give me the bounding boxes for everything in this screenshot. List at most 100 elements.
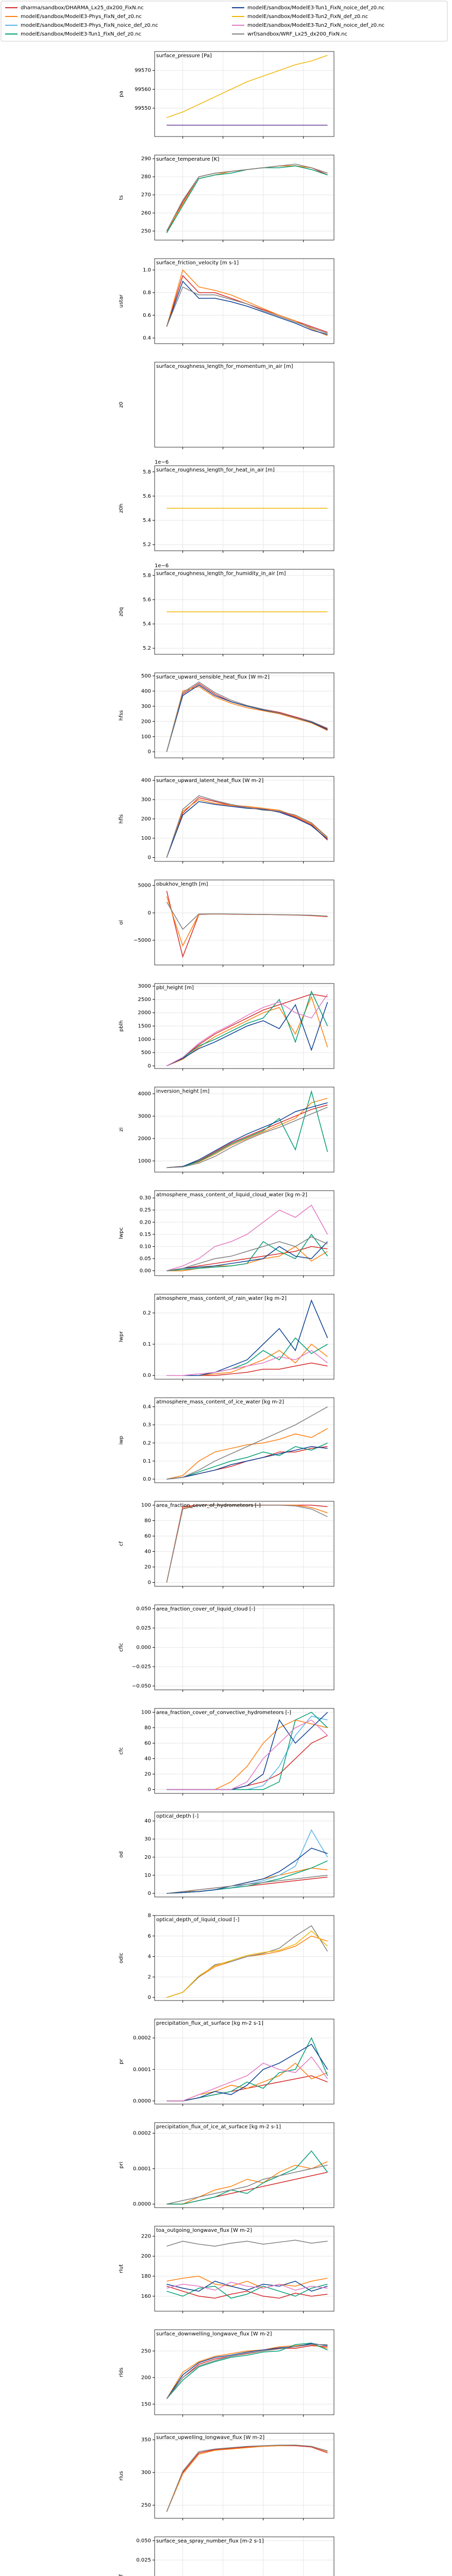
- series-line: [166, 795, 328, 858]
- y-axis-label: lwpc: [119, 1227, 124, 1239]
- panel-title: surface_downwelling_longwave_flux [W m-2…: [156, 2331, 272, 2337]
- panel-title: surface_roughness_length_for_momentum_in…: [156, 364, 293, 369]
- series-line: [166, 286, 328, 334]
- series-line: [166, 1930, 328, 1998]
- y-tick-label: 150: [141, 2401, 151, 2407]
- y-tick-label: 5.2: [143, 646, 151, 651]
- legend-label: modelE/sandbox/ModelE3-Tun2_FixN_noice_d…: [247, 23, 384, 28]
- panel-title: atmosphere_mass_content_of_rain_water [k…: [156, 1296, 287, 1301]
- y-tick-label: 300: [141, 797, 151, 803]
- series-line: [166, 1848, 328, 1894]
- y-tick-label: 20: [144, 1855, 151, 1860]
- series-line: [166, 2445, 328, 2512]
- y-tick-label: 40: [144, 1549, 151, 1555]
- axes-frame: [154, 2329, 334, 2415]
- series-line: [166, 2240, 328, 2247]
- series-line: [166, 1246, 328, 1272]
- y-axis-label: rlds: [119, 2367, 124, 2377]
- y-tick-label: 100: [141, 836, 151, 841]
- legend-label: wrf/sandbox/WRF_Lx25_dx200_FixN.nc: [247, 31, 347, 37]
- axes-frame: [154, 1915, 334, 2001]
- series-line: [166, 2150, 328, 2205]
- axes-frame: [154, 2226, 334, 2312]
- legend-label: modelE/sandbox/ModelE3-Tun2_FixN_def_z0.…: [247, 14, 368, 20]
- panel-title: pbl_height [m]: [156, 985, 194, 991]
- y-tick-label: 1000: [138, 1158, 151, 1164]
- axes-frame: [154, 1397, 334, 1483]
- panel-title: surface_upwelling_longwave_flux [W m-2]: [156, 2435, 264, 2441]
- y-axis-label: ts: [119, 195, 124, 200]
- y-tick-label: 300: [141, 704, 151, 709]
- axes-frame: [154, 1294, 334, 1380]
- y-tick-label: 0.3: [143, 1422, 151, 1428]
- series-line: [166, 1107, 328, 1168]
- legend-label: modelE/sandbox/ModelE3-Tun1_FixN_def_z0.…: [21, 31, 141, 37]
- axes-frame: [154, 51, 334, 137]
- y-axis-label: z0q: [119, 607, 124, 617]
- series-line: [166, 1350, 328, 1376]
- y-tick-label: 0.0: [143, 1373, 151, 1379]
- legend-box: [1, 1, 448, 42]
- series-line: [166, 994, 328, 1066]
- panel-title: obukhov_length [m]: [156, 882, 208, 887]
- y-tick-label: 0.0: [143, 1477, 151, 1482]
- y-tick-label: 0.050: [136, 2538, 151, 2544]
- y-tick-label: 0.000: [136, 1645, 151, 1651]
- y-tick-label: 0.0001: [133, 2166, 151, 2172]
- y-tick-label: 0.025: [136, 2557, 151, 2563]
- series-line: [166, 1925, 328, 1998]
- y-axis-label: ol: [119, 920, 124, 925]
- y-tick-label: 0.8: [143, 290, 151, 296]
- y-tick-label: 0.2: [143, 1310, 151, 1316]
- y-tick-label: 80: [144, 1725, 151, 1731]
- legend-label: modelE/sandbox/ModelE3-Tun1_FixN_noice_d…: [247, 5, 384, 11]
- axes-frame: [154, 1604, 334, 1690]
- y-axis-label: cfc: [119, 1747, 124, 1755]
- series-line: [166, 2285, 328, 2299]
- series-line: [166, 2344, 328, 2399]
- y-tick-label: 100: [141, 734, 151, 740]
- series-line: [166, 990, 328, 1066]
- panel-title: surface_roughness_length_for_heat_in_air…: [156, 467, 275, 473]
- axes-frame: [154, 569, 334, 655]
- y-tick-label: 0.30: [140, 1195, 151, 1201]
- y-axis-label: pblh: [119, 1021, 124, 1032]
- series-line: [166, 681, 328, 752]
- y-tick-label: 0: [148, 1063, 151, 1069]
- panel-title: surface_upward_sensible_heat_flux [W m-2…: [156, 674, 270, 680]
- series-line: [166, 1446, 328, 1480]
- y-tick-label: 5.8: [143, 469, 151, 475]
- panel-title: surface_upward_latent_heat_flux [W m-2]: [156, 778, 263, 784]
- axes-frame: [154, 1811, 334, 1897]
- series-line: [166, 1241, 328, 1272]
- panel-title: surface_temperature [K]: [156, 157, 219, 162]
- series-line: [166, 1002, 328, 1066]
- y-tick-label: 0.0000: [133, 2201, 151, 2207]
- y-tick-label: 30: [144, 1837, 151, 1842]
- y-tick-label: 2000: [138, 1010, 151, 1016]
- y-axis-label: hfss: [119, 710, 124, 720]
- y-tick-label: 0.050: [136, 1606, 151, 1612]
- axes-frame: [154, 672, 334, 758]
- y-tick-label: 8: [148, 1913, 151, 1919]
- series-line: [166, 801, 328, 858]
- y-tick-label: 5.8: [143, 573, 151, 579]
- series-line: [166, 2281, 328, 2291]
- y-tick-label: 0: [148, 1995, 151, 2001]
- series-line: [166, 2283, 328, 2299]
- panel-title: optical_depth [-]: [156, 1814, 198, 1819]
- y-tick-label: 2000: [138, 1136, 151, 1142]
- y-tick-label: 0.1: [143, 1342, 151, 1347]
- axes-frame: [154, 879, 334, 965]
- series-line: [166, 2345, 328, 2399]
- axes-frame: [154, 1708, 334, 1794]
- series-line: [166, 1719, 328, 1790]
- y-tick-label: 1.0: [143, 267, 151, 273]
- series-line: [166, 1406, 328, 1480]
- y-tick-label: 200: [141, 2253, 151, 2259]
- panel-title: optical_depth_of_liquid_cloud [-]: [156, 1917, 239, 1923]
- panel-title: precipitation_flux_of_ice_at_surface [kg…: [156, 2124, 281, 2130]
- y-tick-label: −5000: [133, 938, 151, 943]
- y-tick-label: 99570: [135, 68, 151, 74]
